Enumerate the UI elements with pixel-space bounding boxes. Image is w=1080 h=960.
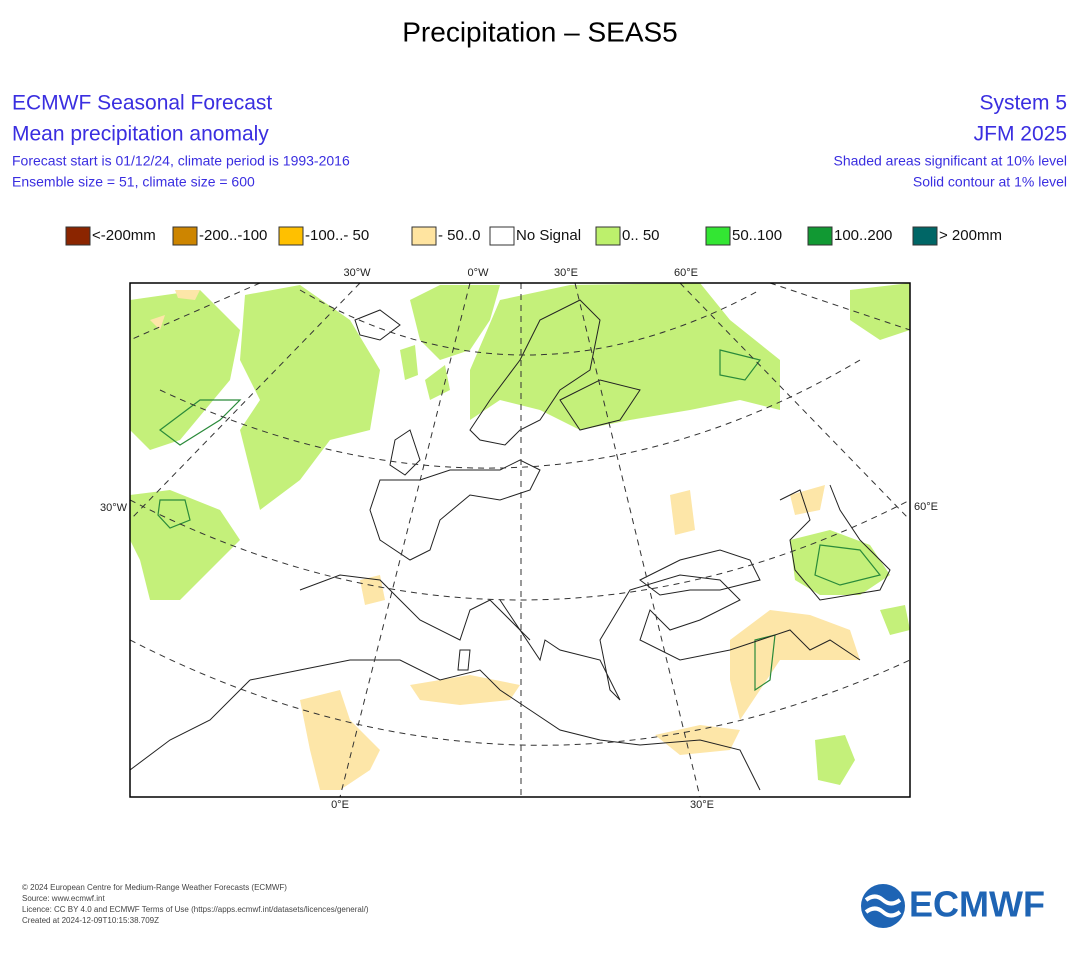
longitude-label: 60°E <box>674 267 698 279</box>
legend-swatch <box>411 226 437 246</box>
legend-label: -200..-100 <box>199 227 267 244</box>
wet-areas <box>130 283 910 785</box>
legend-label: 0.. 50 <box>622 227 660 244</box>
footer-line: Created at 2024-12-09T10:15:38.709Z <box>22 916 159 925</box>
logo-text: ECMWF <box>909 884 1045 925</box>
longitude-label: 30°W <box>343 267 371 279</box>
map-frame <box>129 282 911 798</box>
legend-swatch <box>595 226 621 246</box>
legend-label: - 50..0 <box>438 227 481 244</box>
header-info: Forecast start is 01/12/24, climate peri… <box>12 153 350 169</box>
coastlines <box>130 299 891 791</box>
header-note: Solid contour at 1% level <box>913 174 1067 190</box>
longitude-label: 30°E <box>690 799 714 811</box>
legend-label: 100..200 <box>834 227 892 244</box>
latitude-label: 30°W <box>100 502 128 514</box>
legend-label: > 200mm <box>939 227 1002 244</box>
legend-label: No Signal <box>516 227 581 244</box>
legend-swatch <box>172 226 198 246</box>
graticule <box>130 283 910 797</box>
logo: ECMWF <box>861 884 1045 928</box>
legend-swatch <box>912 226 938 246</box>
legend-label: <-200mm <box>92 227 156 244</box>
map <box>130 283 910 797</box>
header-title: ECMWF Seasonal Forecast <box>12 92 272 115</box>
page-title: Precipitation – SEAS5 <box>402 16 678 47</box>
legend-swatch <box>278 226 304 246</box>
header-subtitle: Mean precipitation anomaly <box>12 123 269 146</box>
longitude-label: 0°W <box>468 267 490 279</box>
legend-swatch <box>489 226 515 246</box>
legend-label: -100..- 50 <box>305 227 369 244</box>
header-note: Shaded areas significant at 10% level <box>834 153 1067 169</box>
footer-line: Source: www.ecmwf.int <box>22 894 105 903</box>
legend: <-200mm -200..-100 -100..- 50 - 50..0 No Sig… <box>65 226 1002 246</box>
legend-swatch <box>65 226 91 246</box>
longitude-label: 0°E <box>331 799 349 811</box>
header-info: Ensemble size = 51, climate size = 600 <box>12 174 255 190</box>
longitude-label: 30°E <box>554 267 578 279</box>
legend-swatch <box>807 226 833 246</box>
header-system: System 5 <box>979 92 1067 115</box>
legend-swatch <box>705 226 731 246</box>
longitude-label: 60°E <box>914 501 938 513</box>
footer-line: Licence: CC BY 4.0 and ECMWF Terms of Us… <box>22 905 369 914</box>
legend-label: 50..100 <box>732 227 782 244</box>
footer-line: © 2024 European Centre for Medium-Range … <box>22 883 287 892</box>
header-period: JFM 2025 <box>974 123 1067 146</box>
